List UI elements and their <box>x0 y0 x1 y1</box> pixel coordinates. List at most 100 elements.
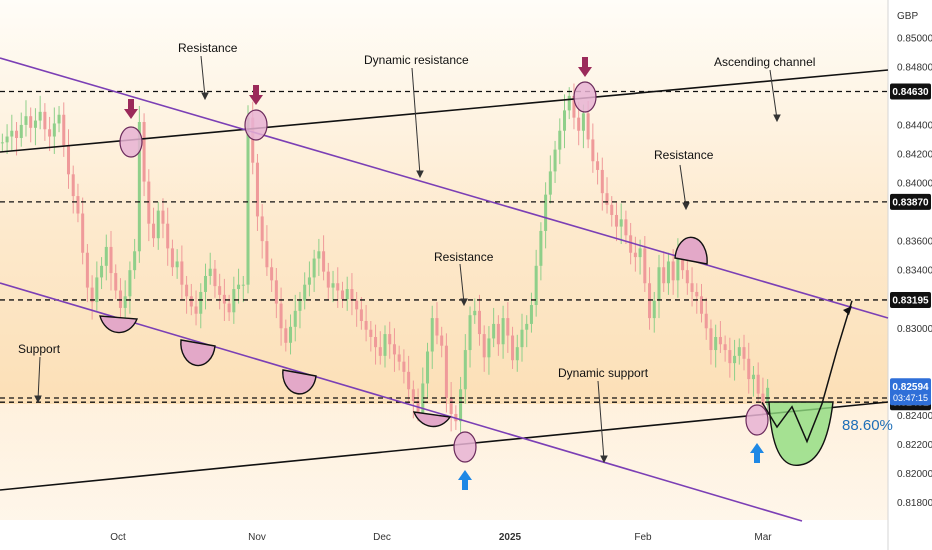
candle <box>326 262 330 300</box>
candle <box>222 278 226 322</box>
dynamic-resistance-line <box>0 57 889 319</box>
annotation-resistance-1: Resistance <box>178 41 238 55</box>
y-tick-label: 0.83000 <box>897 324 932 335</box>
candle <box>203 263 208 310</box>
candle <box>662 251 666 292</box>
candle <box>737 338 741 365</box>
candle <box>10 114 14 152</box>
candle <box>33 108 37 146</box>
candle <box>747 342 751 394</box>
candle <box>718 321 722 353</box>
candle <box>378 331 382 365</box>
candle <box>624 210 628 245</box>
candle <box>515 334 519 372</box>
candle <box>48 116 52 152</box>
svg-text:0.82594: 0.82594 <box>892 382 929 393</box>
candle <box>345 276 349 311</box>
x-axis-ticks: Oct Nov Dec 2025 Feb Mar <box>110 532 772 543</box>
candle <box>38 95 42 130</box>
percent-label: 88.60% <box>842 417 893 434</box>
candle <box>534 249 538 317</box>
candle <box>685 257 689 295</box>
candle <box>501 305 505 359</box>
candle <box>19 112 23 147</box>
y-tick-label: 0.84200 <box>897 149 932 160</box>
candle <box>709 319 713 365</box>
candle <box>449 382 453 432</box>
support-arc-markers <box>99 236 708 428</box>
annotation-resistance-3: Resistance <box>434 250 494 264</box>
candle <box>643 236 647 292</box>
svg-text:0.83195: 0.83195 <box>892 295 929 306</box>
candle <box>90 275 94 320</box>
candle <box>208 252 212 285</box>
candle <box>657 254 661 319</box>
candle <box>619 203 623 245</box>
y-tick-label: 0.82400 <box>897 411 932 422</box>
candle <box>369 321 373 352</box>
candle <box>255 153 259 231</box>
x-tick-label: Feb <box>634 532 652 543</box>
candle <box>572 83 576 130</box>
candle <box>567 87 571 120</box>
candle <box>123 280 127 323</box>
annotation-dynamic-support: Dynamic support <box>558 366 649 380</box>
candle <box>270 258 274 292</box>
candle <box>671 249 675 295</box>
candle <box>24 100 28 137</box>
candle <box>142 113 146 197</box>
candle <box>652 291 656 333</box>
y-tick-label: 0.84400 <box>897 120 932 131</box>
arc-marker-3 <box>282 369 317 395</box>
candle <box>95 261 99 311</box>
candle <box>232 276 236 324</box>
candle <box>218 273 222 310</box>
candle <box>213 260 217 298</box>
y-tick-label: 0.82000 <box>897 469 932 480</box>
candle <box>331 270 335 303</box>
candle <box>520 313 524 362</box>
candle <box>147 169 151 242</box>
candle <box>227 294 231 322</box>
candle <box>355 291 359 327</box>
down-arrow-icon <box>124 99 138 119</box>
candle <box>317 238 321 276</box>
annotation-support: Support <box>18 342 61 356</box>
candle <box>0 133 4 152</box>
candle <box>733 339 737 381</box>
candle <box>402 349 406 384</box>
sell-arrows <box>124 57 592 119</box>
touch-circle-3 <box>573 81 597 113</box>
candle <box>539 222 543 281</box>
candle <box>435 302 439 345</box>
candle <box>175 249 179 279</box>
candle <box>322 235 326 281</box>
candle <box>430 305 434 369</box>
candle <box>482 325 486 372</box>
candle <box>548 155 552 204</box>
candle <box>629 222 633 265</box>
touch-circle-2 <box>244 109 268 141</box>
candle <box>170 239 174 276</box>
candle <box>137 106 141 263</box>
candle <box>600 157 604 211</box>
y-tick-label: 0.85000 <box>897 33 932 44</box>
projection-path <box>761 300 853 444</box>
price-tags: 0.846300.838700.831950.825200.824910.825… <box>890 83 931 411</box>
annotation-dynamic-resistance: Dynamic resistance <box>364 53 469 67</box>
touch-circle-5 <box>745 404 769 436</box>
y-tick-label: 0.84800 <box>897 62 932 73</box>
candle <box>279 287 283 346</box>
candle <box>156 201 160 250</box>
candle <box>756 362 760 403</box>
candle <box>76 183 80 223</box>
candle <box>289 314 293 355</box>
candle <box>194 290 198 326</box>
candle <box>336 267 340 308</box>
x-tick-label: Dec <box>373 532 391 543</box>
candle <box>591 123 595 173</box>
candle <box>260 204 264 259</box>
candle <box>392 328 396 372</box>
candle <box>85 244 89 303</box>
